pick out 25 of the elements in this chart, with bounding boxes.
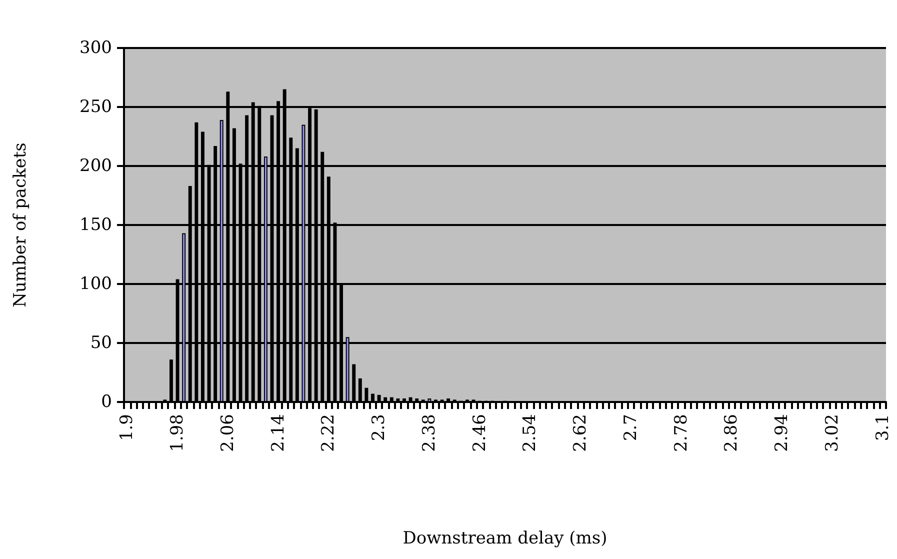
x-tick-label: 2.38 [419, 414, 440, 452]
x-tick-label: 2.14 [268, 414, 288, 452]
x-axis-title: Downstream delay (ms) [402, 528, 608, 548]
x-tick-label: 2.78 [671, 414, 692, 452]
x-tick-label: 2.7 [620, 414, 641, 442]
x-tick-label: 2.86 [722, 414, 742, 452]
x-tick-label: 2.22 [318, 414, 339, 452]
y-tick-label: 200 [80, 156, 112, 176]
x-tick-label: 2.54 [520, 414, 540, 452]
y-tick-label: 300 [80, 38, 112, 58]
x-tick-label: 2.94 [772, 414, 792, 452]
x-tick-label: 2.06 [218, 414, 238, 452]
y-tick-label: 50 [90, 333, 112, 353]
y-tick-label: 0 [101, 392, 112, 412]
x-tick-label: 1.98 [168, 414, 188, 452]
y-tick-label: 250 [80, 97, 112, 117]
y-axis-title: Number of packets [10, 142, 30, 308]
y-tick-label: 100 [80, 274, 112, 294]
x-tick-label: 2.62 [570, 414, 591, 452]
x-tick-label: 2.3 [369, 414, 390, 442]
x-tick-label: 3.02 [822, 414, 842, 452]
x-tick-label: 2.46 [470, 414, 490, 452]
x-tick-label: 1.9 [117, 414, 138, 442]
x-tick-label: 3.1 [872, 414, 893, 442]
y-tick-label: 150 [80, 215, 112, 235]
